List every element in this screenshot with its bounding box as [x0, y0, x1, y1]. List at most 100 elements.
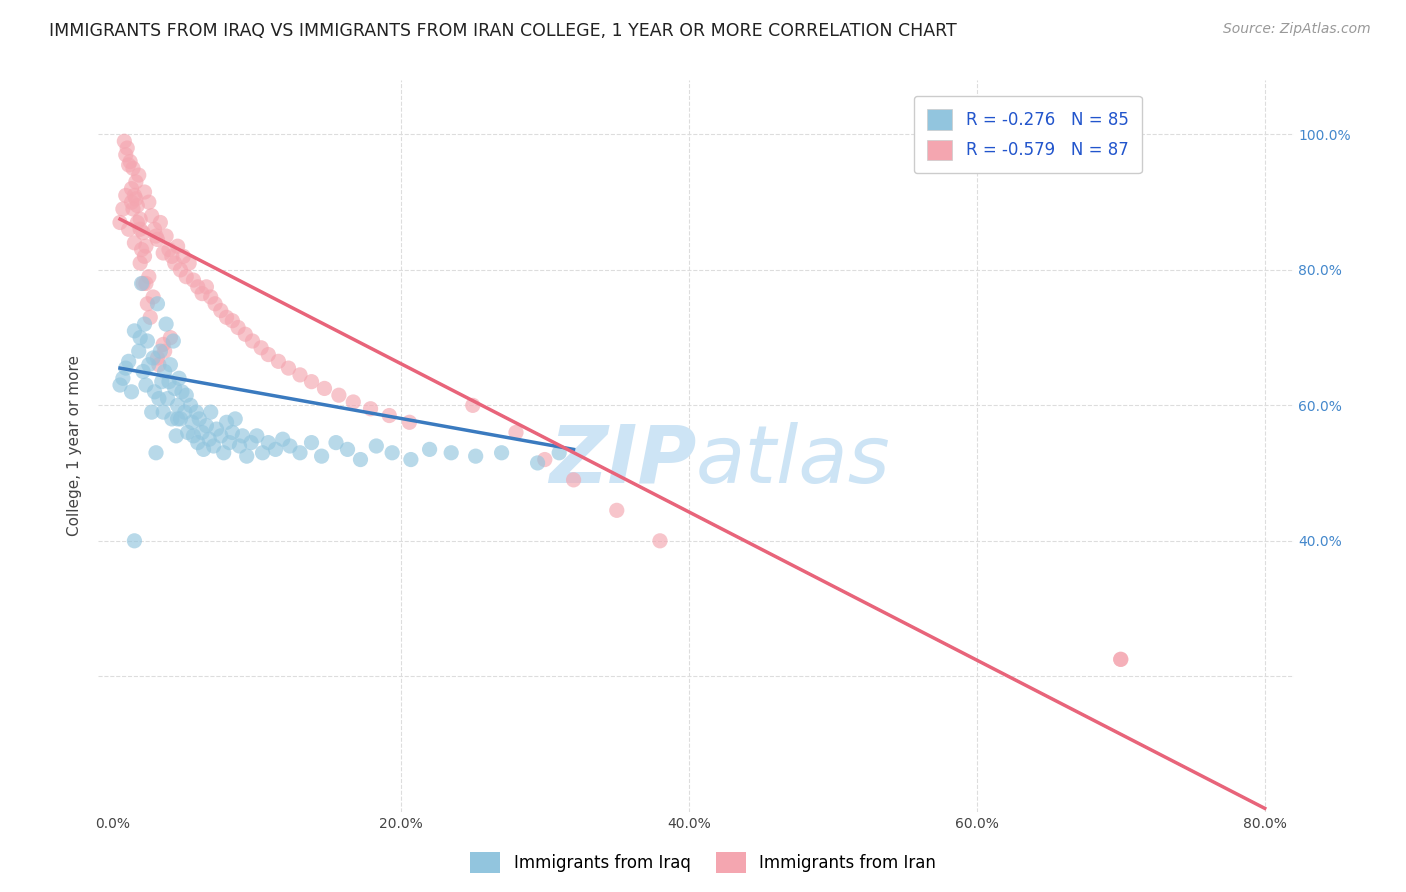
Point	[124, 324, 146, 338]
Point	[288, 446, 311, 460]
Point	[138, 358, 160, 372]
Point	[129, 212, 152, 227]
Point	[148, 392, 170, 406]
Point	[381, 446, 404, 460]
Point	[606, 503, 628, 517]
Point	[128, 344, 150, 359]
Point	[157, 375, 180, 389]
Point	[131, 277, 153, 291]
Point	[142, 351, 165, 365]
Point	[187, 435, 209, 450]
Point	[226, 320, 249, 334]
Point	[160, 249, 183, 263]
Point	[301, 375, 323, 389]
Point	[204, 297, 226, 311]
Point	[153, 344, 176, 359]
Point	[173, 405, 195, 419]
Point	[221, 314, 243, 328]
Point	[148, 358, 170, 372]
Point	[118, 354, 141, 368]
Point	[183, 429, 205, 443]
Text: Source: ZipAtlas.com: Source: ZipAtlas.com	[1223, 22, 1371, 37]
Point	[118, 222, 141, 236]
Point	[129, 222, 152, 236]
Point	[132, 364, 155, 378]
Point	[191, 286, 214, 301]
Point	[278, 439, 301, 453]
Point	[1109, 652, 1132, 666]
Point	[129, 331, 152, 345]
Point	[209, 303, 232, 318]
Point	[121, 384, 143, 399]
Point	[562, 473, 585, 487]
Point	[111, 202, 134, 216]
Point	[142, 290, 165, 304]
Point	[132, 277, 155, 291]
Point	[195, 280, 218, 294]
Point	[135, 239, 157, 253]
Point	[115, 141, 138, 155]
Point	[399, 452, 422, 467]
Point	[257, 435, 280, 450]
Point	[360, 401, 382, 416]
Point	[336, 442, 359, 457]
Point	[271, 432, 294, 446]
Point	[533, 452, 555, 467]
Point	[141, 209, 163, 223]
Point	[188, 412, 211, 426]
Point	[157, 243, 180, 257]
Point	[224, 412, 246, 426]
Point	[114, 361, 136, 376]
Point	[366, 439, 388, 453]
Point	[288, 368, 311, 382]
Point	[464, 449, 486, 463]
Point	[124, 188, 146, 202]
Point	[162, 334, 184, 348]
Point	[267, 354, 290, 368]
Point	[166, 398, 188, 412]
Point	[187, 280, 209, 294]
Point	[114, 188, 136, 202]
Point	[120, 154, 142, 169]
Point	[163, 381, 186, 395]
Point	[252, 446, 274, 460]
Point	[246, 429, 269, 443]
Point	[165, 429, 187, 443]
Point	[152, 246, 174, 260]
Point	[152, 337, 174, 351]
Point	[139, 310, 162, 325]
Legend: R = -0.276   N = 85, R = -0.579   N = 87: R = -0.276 N = 85, R = -0.579 N = 87	[914, 96, 1142, 173]
Point	[128, 168, 150, 182]
Point	[257, 347, 280, 362]
Point	[153, 364, 176, 378]
Point	[195, 418, 218, 433]
Point	[146, 232, 169, 246]
Point	[111, 371, 134, 385]
Point	[183, 273, 205, 287]
Point	[233, 327, 256, 342]
Point	[548, 446, 571, 460]
Point	[121, 195, 143, 210]
Point	[378, 409, 401, 423]
Point	[166, 412, 188, 426]
Point	[138, 269, 160, 284]
Point	[221, 425, 243, 440]
Point	[526, 456, 548, 470]
Point	[264, 442, 287, 457]
Point	[160, 412, 183, 426]
Point	[174, 269, 197, 284]
Point	[169, 412, 191, 426]
Point	[277, 361, 299, 376]
Point	[349, 452, 371, 467]
Text: atlas: atlas	[696, 422, 891, 500]
Point	[143, 222, 166, 236]
Point	[122, 161, 145, 176]
Legend: Immigrants from Iraq, Immigrants from Iran: Immigrants from Iraq, Immigrants from Ir…	[464, 846, 942, 880]
Point	[125, 192, 148, 206]
Point	[131, 243, 153, 257]
Point	[166, 239, 188, 253]
Point	[136, 334, 159, 348]
Point	[135, 277, 157, 291]
Point	[218, 435, 240, 450]
Point	[155, 317, 177, 331]
